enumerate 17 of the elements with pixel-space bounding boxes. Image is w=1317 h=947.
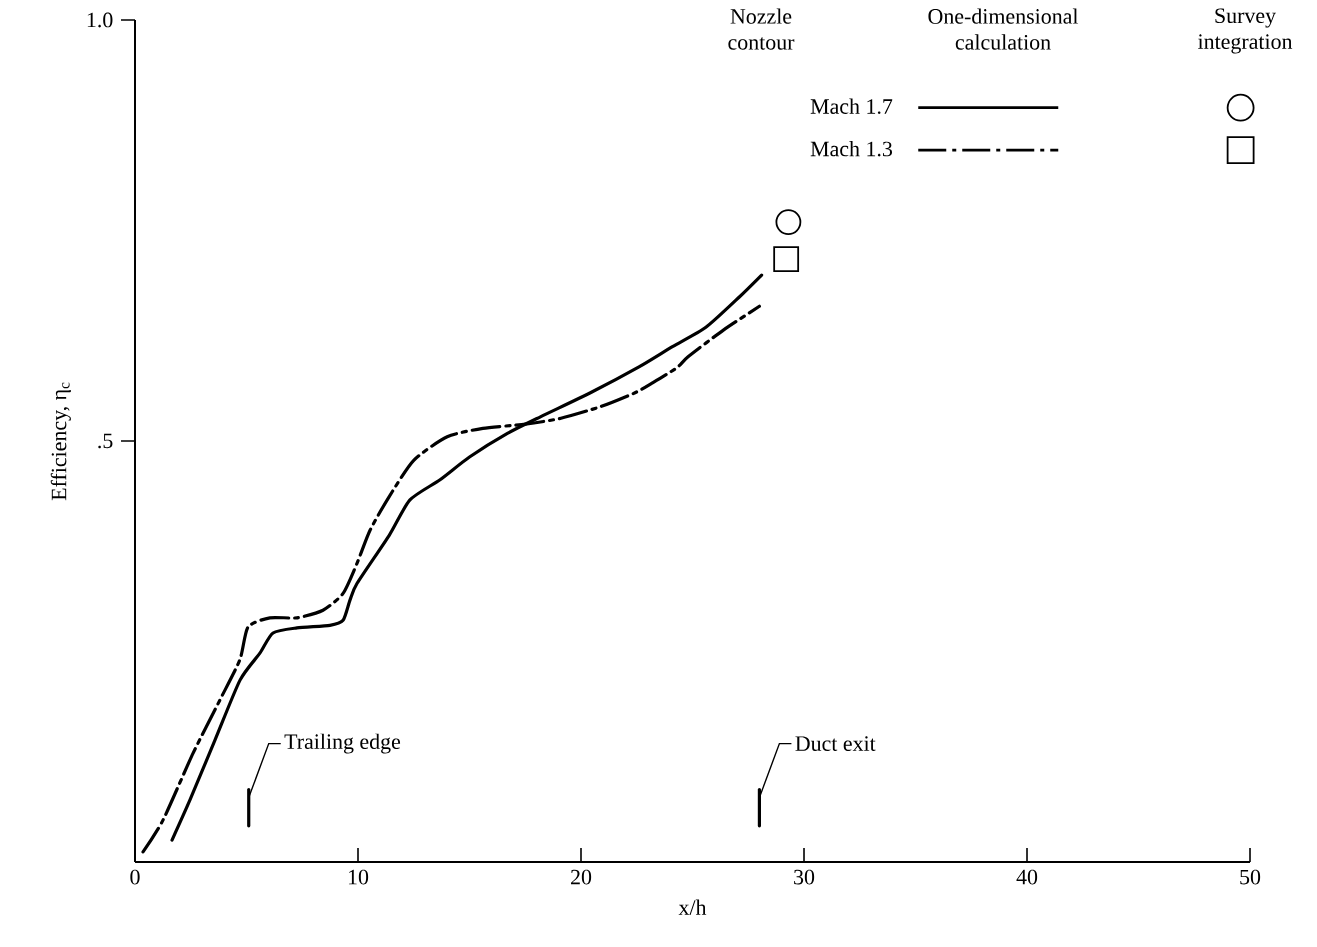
x-tick-label: 0 <box>130 869 140 885</box>
x-tick-label: 20 <box>571 869 592 885</box>
annotation: Duct exit <box>795 736 876 751</box>
text: Mach 1.7 <box>810 98 893 114</box>
x-tick-label: 30 <box>794 869 815 885</box>
y-tick-label: .5 <box>98 433 113 449</box>
annotation: Survey integration <box>1198 8 1293 54</box>
text: Mach 1.3 <box>810 140 893 157</box>
x-axis-title: x/h <box>678 899 707 915</box>
annotation: Trailing edge <box>284 733 401 754</box>
y-axis-title: Efficiency, η$_{c}$ <box>50 382 71 501</box>
legend-title: Nozzle contour <box>728 8 795 50</box>
annotation: One-dimensional calculation <box>928 8 1079 50</box>
x-tick-label: 50 <box>1240 869 1261 885</box>
y-tick-label: 1.0 <box>87 12 113 28</box>
x-tick-label: 40 <box>1016 869 1038 885</box>
x-tick-label: 10 <box>348 869 369 885</box>
